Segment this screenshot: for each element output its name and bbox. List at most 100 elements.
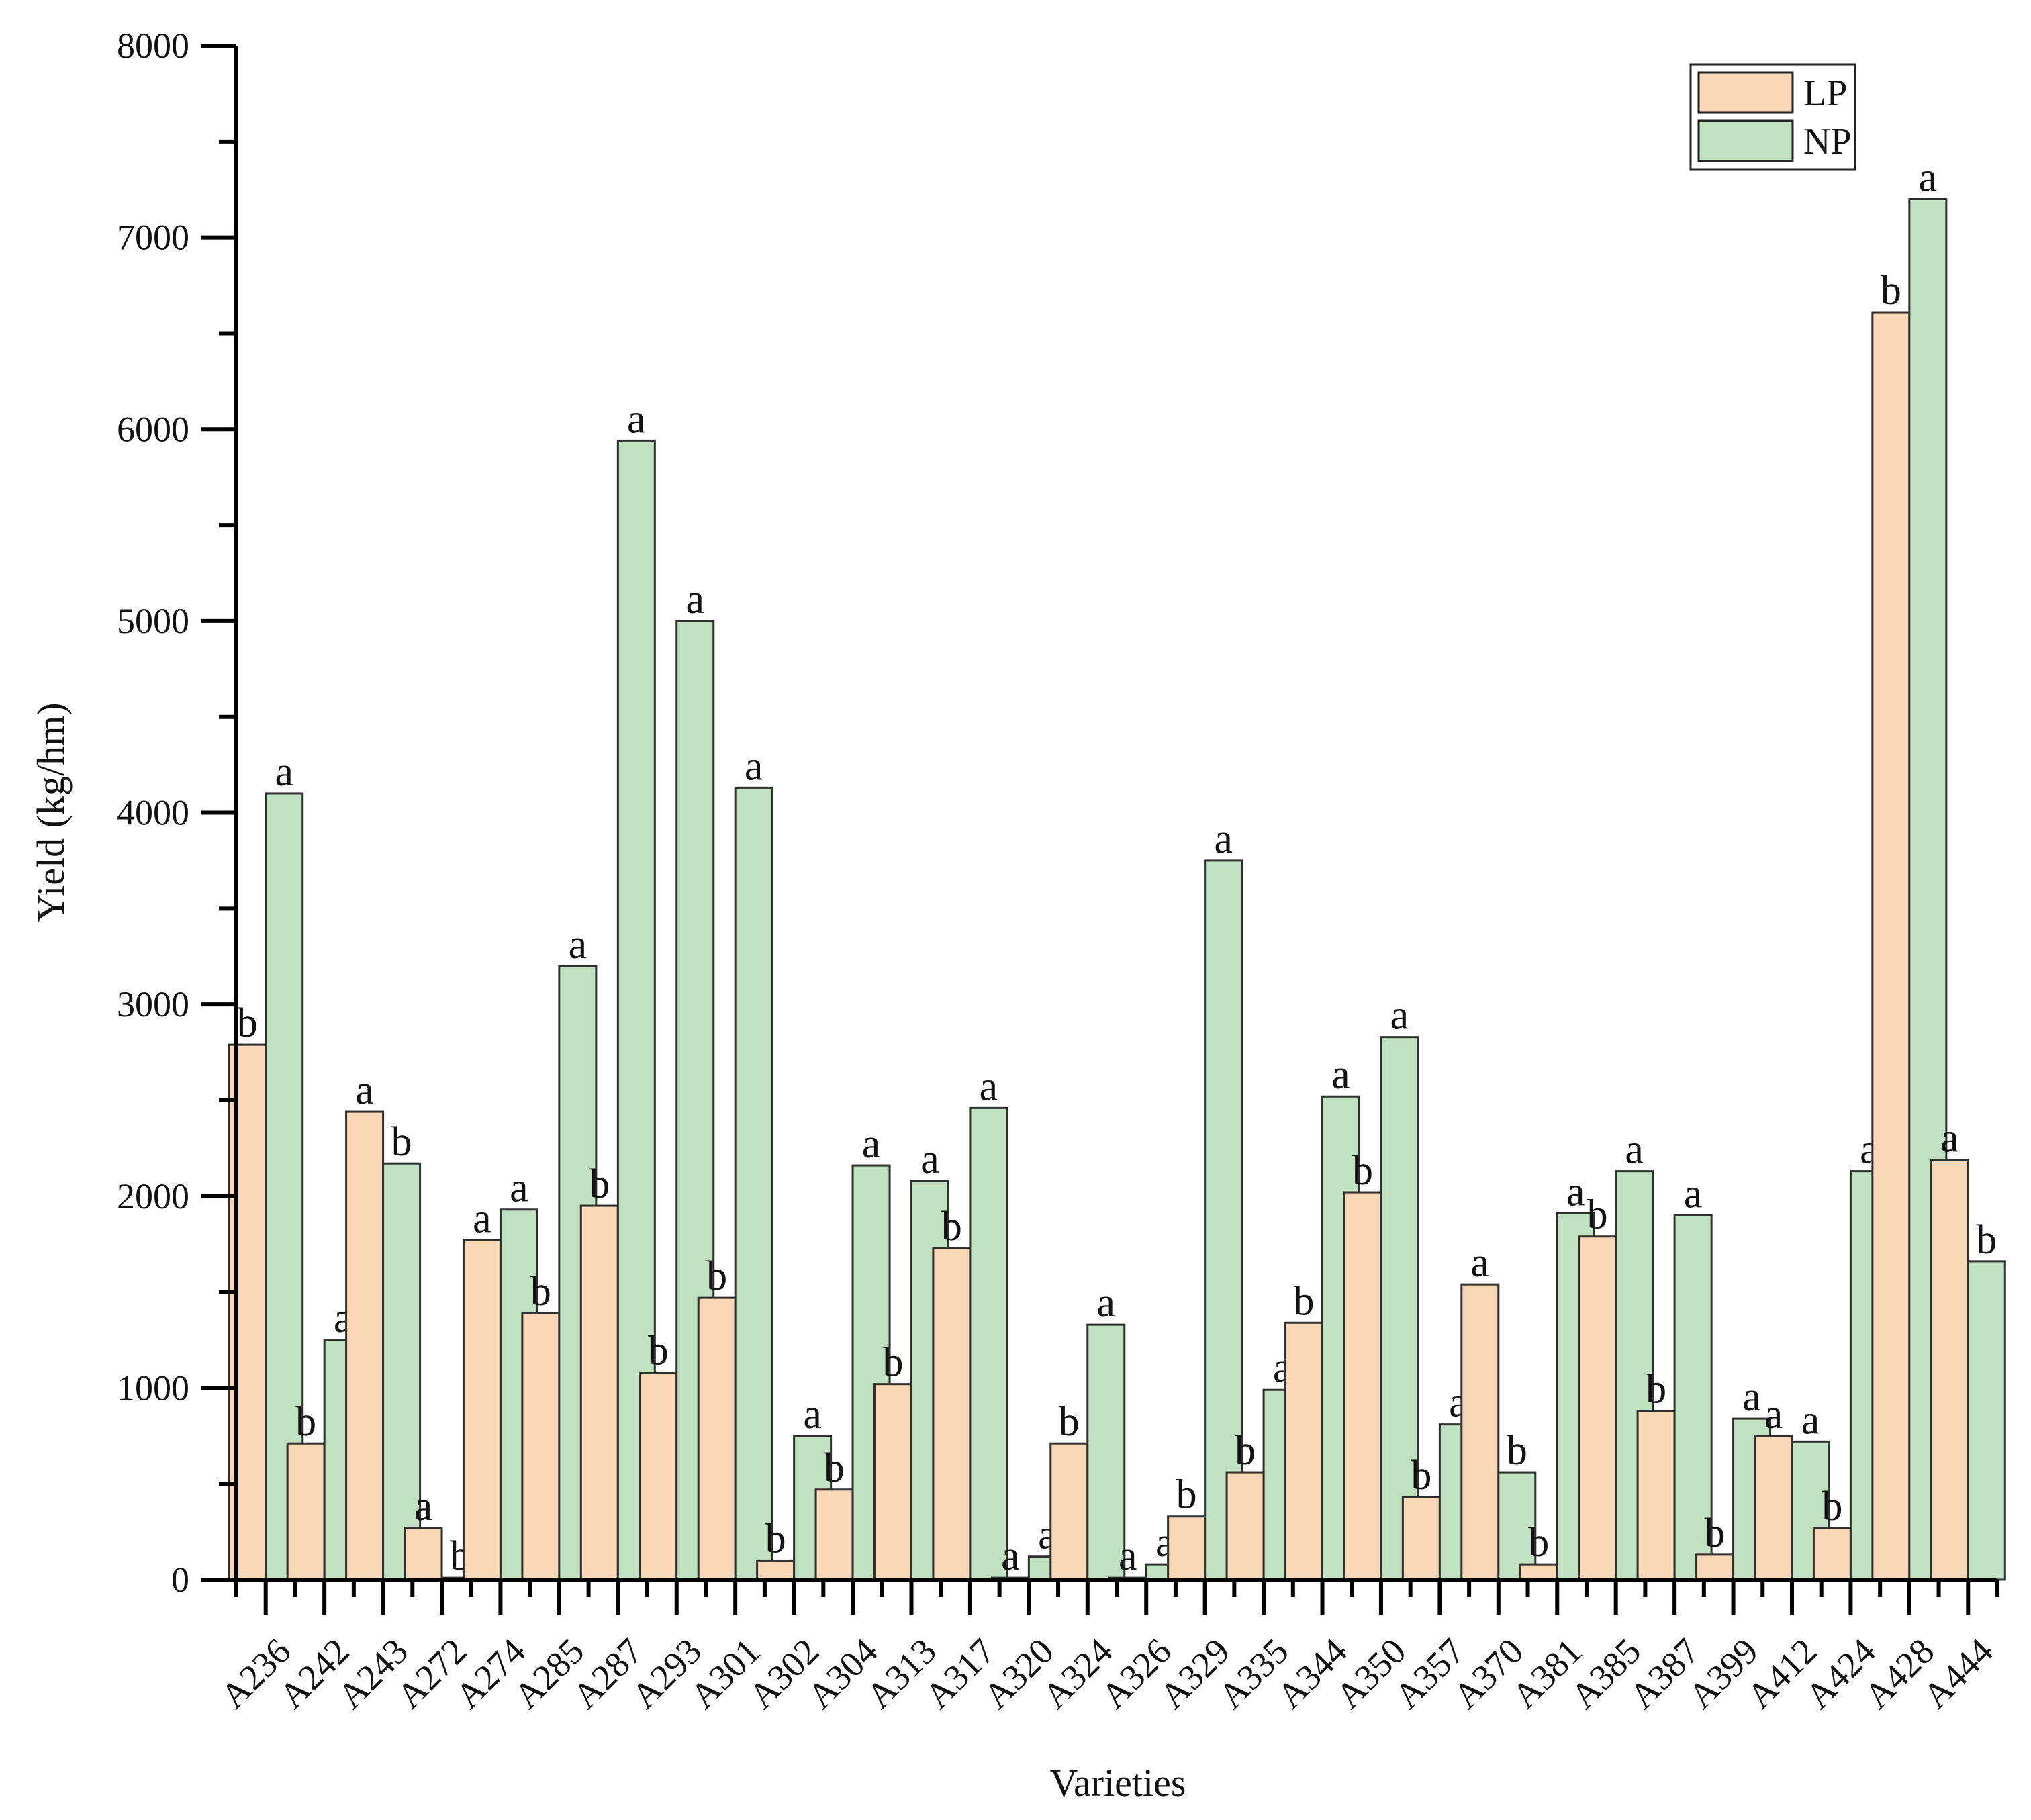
sig-label-lp-a370: a	[1471, 1240, 1490, 1286]
bar-lp-a242	[286, 1442, 326, 1581]
x-tick-label-a444: A444	[1915, 1631, 2000, 1716]
sig-label-np-a444: b	[1976, 1217, 1997, 1263]
bar-np-a236	[265, 792, 304, 1581]
sig-label-lp-a320: a	[1001, 1533, 1020, 1579]
bar-lp-a301	[697, 1296, 737, 1581]
x-axis: A236A242A243A272A274A285A287A293A301A302…	[201, 1578, 2001, 1716]
bar-lp-a424	[1812, 1527, 1852, 1581]
bar-lp-a350	[1343, 1191, 1382, 1581]
sig-label-np-a302: a	[803, 1392, 822, 1437]
y-axis: 0 1000 2000 3000 4000 5000 6000 7000 8000	[117, 26, 238, 1600]
y-tick-label: 0	[171, 1560, 189, 1600]
sig-label-lp-a301: b	[706, 1253, 727, 1299]
sig-label-np-a285: a	[569, 922, 587, 967]
bar-lp-a317	[932, 1247, 972, 1581]
y-tick-label: 3000	[117, 984, 189, 1024]
bar-lp-a335	[1225, 1471, 1265, 1581]
sig-label-np-a301: a	[745, 743, 763, 789]
sig-label-np-a344: a	[1331, 1052, 1350, 1098]
bar-np-a301	[734, 786, 773, 1581]
bar-lp-a370	[1460, 1283, 1500, 1581]
bar-lp-a444	[1930, 1158, 1969, 1581]
bar-lp-a385	[1578, 1235, 1617, 1581]
bar-lp-a344	[1284, 1321, 1324, 1581]
legend: LP NP	[1689, 63, 1856, 171]
sig-label-lp-a381: b	[1528, 1520, 1549, 1566]
sig-label-lp-a242: b	[295, 1399, 316, 1445]
sig-label-lp-a302: b	[765, 1516, 786, 1562]
sig-label-np-a287: a	[627, 396, 646, 442]
sig-label-np-a304: a	[862, 1121, 881, 1167]
bar-lp-a272	[404, 1527, 443, 1581]
bar-lp-a324	[1049, 1442, 1089, 1581]
sig-label-lp-a317: b	[941, 1204, 962, 1249]
sig-label-np-a243: b	[391, 1119, 412, 1165]
sig-label-np-a412: a	[1801, 1397, 1820, 1443]
sig-label-lp-a428: b	[1881, 268, 1901, 314]
sig-label-lp-a350: b	[1352, 1148, 1373, 1194]
sig-label-np-a399: a	[1742, 1374, 1761, 1420]
sig-label-lp-a285: b	[530, 1269, 551, 1314]
sig-label-np-a293: a	[686, 577, 704, 622]
y-tick-label: 7000	[117, 218, 189, 258]
sig-label-lp-a313: b	[882, 1340, 903, 1386]
y-tick-label: 4000	[117, 793, 189, 833]
bar-lp-a274	[462, 1239, 502, 1581]
sig-label-lp-a272: a	[414, 1484, 433, 1529]
bar-np-a317	[969, 1106, 1008, 1581]
bar-lp-a329	[1167, 1515, 1207, 1581]
legend-label-lp: LP	[1803, 73, 1847, 114]
legend-swatch-np	[1697, 119, 1794, 162]
bar-np-a370	[1497, 1471, 1537, 1581]
sig-label-np-a385: a	[1625, 1127, 1644, 1173]
bar-lp-a412	[1754, 1435, 1793, 1581]
bar-lp-a302	[756, 1559, 796, 1581]
sig-label-np-a313: a	[920, 1137, 939, 1182]
sig-label-lp-a335: b	[1235, 1428, 1256, 1474]
sig-label-np-a317: a	[980, 1063, 998, 1109]
bar-np-a444	[1967, 1260, 2006, 1581]
sig-label-lp-a236: b	[237, 1000, 258, 1046]
sig-label-lp-a399: b	[1705, 1511, 1726, 1556]
sig-label-np-a350: a	[1390, 993, 1409, 1039]
bar-lp-a381	[1519, 1563, 1558, 1581]
sig-label-lp-a293: b	[648, 1329, 669, 1374]
sig-label-np-a387: a	[1684, 1171, 1703, 1216]
sig-label-lp-a387: b	[1646, 1367, 1666, 1412]
y-tick-label: 6000	[117, 409, 189, 449]
sig-label-lp-a412: a	[1764, 1392, 1783, 1437]
bar-np-a329	[1204, 859, 1243, 1581]
sig-label-np-a370: b	[1507, 1428, 1527, 1474]
sig-label-np-a324: a	[1097, 1280, 1116, 1326]
sig-label-lp-a385: b	[1587, 1192, 1608, 1238]
bar-lp-a285	[521, 1312, 561, 1581]
y-tick-label: 8000	[117, 26, 189, 66]
bar-np-a243	[382, 1162, 422, 1581]
sig-label-lp-a324: b	[1059, 1399, 1080, 1445]
sig-label-lp-a287: b	[589, 1161, 610, 1207]
sig-label-lp-a444: a	[1940, 1115, 1959, 1161]
bar-np-a385	[1615, 1170, 1654, 1581]
bar-lp-a304	[814, 1488, 854, 1581]
bar-np-a387	[1673, 1214, 1713, 1581]
sig-label-np-a381: a	[1566, 1169, 1585, 1214]
sig-label-lp-a243: a	[355, 1067, 374, 1113]
sig-label-lp-a329: b	[1176, 1472, 1197, 1518]
bar-lp-a287	[579, 1204, 619, 1581]
bar-lp-a387	[1636, 1410, 1676, 1581]
y-axis-title: Yield (kg/hm)	[29, 702, 73, 922]
x-axis-title: Varieties	[1050, 1761, 1186, 1805]
bar-lp-a313	[873, 1383, 912, 1581]
sig-label-lp-a274: a	[473, 1196, 491, 1241]
y-tick-label: 1000	[117, 1368, 189, 1408]
sig-label-lp-a344: b	[1294, 1278, 1315, 1324]
bar-lp-a293	[639, 1372, 678, 1581]
bar-lp-a236	[228, 1043, 267, 1581]
bar-lp-a357	[1401, 1496, 1441, 1581]
bar-lp-a243	[345, 1110, 385, 1581]
sig-label-np-a274: a	[510, 1165, 528, 1211]
sig-label-np-a236: a	[275, 749, 293, 795]
bar-lp-a428	[1871, 311, 1911, 1581]
